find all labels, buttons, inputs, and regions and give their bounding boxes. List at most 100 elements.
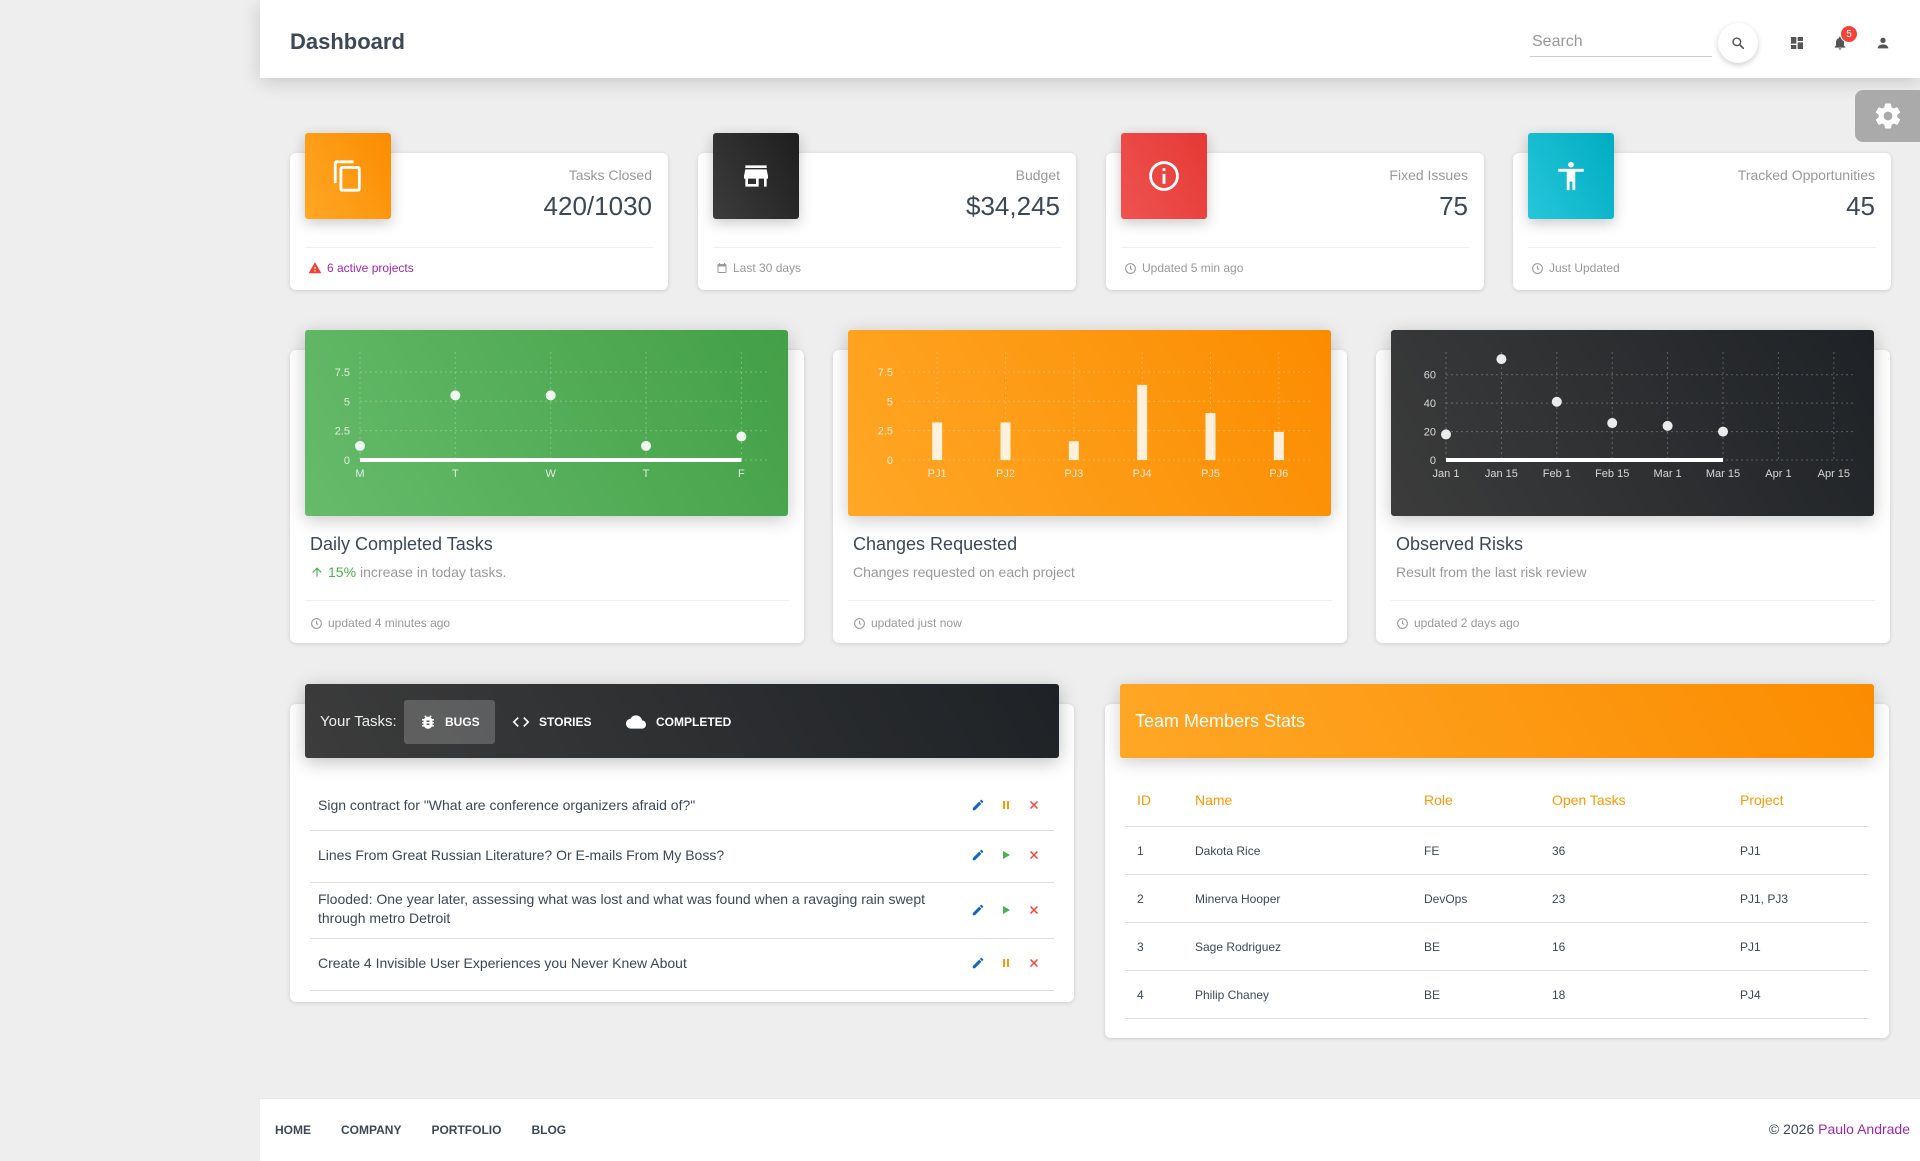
x-tick-label: PJ5 (1201, 468, 1220, 480)
divider (305, 600, 789, 601)
chart-footer: updated 2 days ago (1396, 616, 1519, 630)
stat-icon-box (713, 133, 799, 219)
dashboard-button[interactable] (1787, 33, 1807, 53)
y-tick-label: 7.5 (335, 367, 350, 379)
tab-bugs[interactable]: BUGS (404, 700, 495, 744)
close-icon (1029, 958, 1039, 968)
cell-role: BE (1412, 970, 1540, 1019)
footer-link-home[interactable]: HOME (275, 1123, 311, 1137)
search-input[interactable] (1530, 28, 1716, 56)
edit-button[interactable] (970, 902, 986, 918)
task-row: Flooded: One year later, assessing what … (310, 882, 1054, 939)
author-link[interactable]: Paulo Andrade (1818, 1121, 1910, 1137)
chart-footer: updated just now (853, 616, 962, 630)
stat-label: Budget (1015, 167, 1060, 183)
chart-category-text: increase in today tasks. (360, 564, 507, 580)
stat-icon-box (1528, 133, 1614, 219)
chart-footer: updated 4 minutes ago (310, 616, 450, 630)
play-button[interactable] (998, 847, 1014, 863)
clock-icon (311, 617, 322, 629)
table-header-row: ID Name Role Open Tasks Project (1125, 774, 1869, 827)
profile-button[interactable] (1873, 33, 1893, 53)
settings-button[interactable] (1855, 90, 1920, 142)
gear-icon (1875, 103, 1900, 129)
x-tick-label: T (643, 468, 650, 480)
remove-button[interactable] (1026, 797, 1042, 813)
cell-name: Sage Rodriguez (1183, 922, 1412, 971)
page-title: Dashboard (290, 29, 405, 54)
edit-icon (972, 957, 984, 969)
edit-button[interactable] (970, 797, 986, 813)
x-tick-label: F (738, 468, 745, 480)
play-button[interactable] (998, 902, 1014, 918)
cell-project: PJ1 (1728, 922, 1869, 971)
edit-button[interactable] (970, 955, 986, 971)
pause-icon (1003, 959, 1009, 967)
task-text: Sign contract for "What are conference o… (318, 797, 696, 813)
y-tick-label: 40 (1424, 398, 1436, 410)
content-copy-icon (333, 160, 361, 192)
data-point (450, 390, 461, 401)
remove-button[interactable] (1026, 847, 1042, 863)
stat-footer-text: Updated 5 min ago (1142, 261, 1244, 275)
divider (1391, 600, 1875, 601)
x-tick-label: PJ3 (1064, 468, 1083, 480)
table-row: 3 Sage Rodriguez BE 16 PJ1 (1125, 922, 1869, 971)
task-text: Create 4 Invisible User Experiences you … (318, 955, 687, 971)
chart-title: Observed Risks (1396, 534, 1524, 554)
cell-open-tasks: 23 (1540, 874, 1728, 923)
changes-requested-chart: 0 2.5 5 7.5 PJ1 PJ2 PJ3 PJ4 PJ5 PJ6 (878, 352, 1313, 480)
x-tick-label: W (546, 468, 557, 480)
footer-link-portfolio[interactable]: PORTFOLIO (431, 1123, 502, 1137)
tab-completed[interactable]: COMPLETED (609, 700, 746, 744)
edit-button[interactable] (970, 847, 986, 863)
copyright-text: © 2026 (1768, 1121, 1815, 1137)
pause-button[interactable] (998, 797, 1014, 813)
x-tick-label: PJ4 (1133, 468, 1152, 480)
active-projects-link[interactable]: 6 active projects (327, 261, 414, 275)
stat-footer: Last 30 days (716, 261, 801, 275)
team-stats-card: Team Members Stats ID Name Role Open Tas… (1105, 684, 1889, 1038)
column-header: ID (1125, 774, 1183, 827)
divider (1121, 247, 1469, 248)
cell-project: PJ4 (1728, 970, 1869, 1019)
daily-tasks-chart: 0 2.5 5 7.5 M T W T F (335, 352, 770, 480)
pause-icon (1003, 801, 1009, 809)
cell-name: Philip Chaney (1183, 970, 1412, 1019)
tab-stories[interactable]: STORIES (496, 700, 606, 744)
play-icon (1003, 851, 1010, 859)
chart-footer-text: updated 4 minutes ago (328, 616, 451, 630)
pause-button[interactable] (998, 955, 1014, 971)
search-button[interactable] (1718, 23, 1758, 63)
stat-icon-box (1121, 133, 1207, 219)
data-point (355, 440, 365, 451)
footer-link-blog[interactable]: BLOG (531, 1123, 567, 1137)
stat-icon-box (305, 133, 391, 219)
footer-nav: HOME COMPANY PORTFOLIO BLOG (275, 1123, 566, 1137)
footer-link-company[interactable]: COMPANY (341, 1123, 402, 1137)
stat-footer: Just Updated (1531, 261, 1620, 275)
y-tick-label: 0 (344, 455, 350, 467)
close-icon (1029, 850, 1039, 860)
chart-header: 0 2.5 5 7.5 M T W T F (305, 330, 788, 516)
table-row: 2 Minerva Hooper DevOps 23 PJ1, PJ3 (1125, 874, 1869, 923)
x-tick-label: PJ2 (996, 468, 1015, 480)
stat-label: Tasks Closed (568, 167, 652, 183)
dashboard-icon (1791, 37, 1803, 49)
close-icon (1029, 800, 1039, 810)
remove-button[interactable] (1026, 902, 1042, 918)
code-icon (512, 717, 530, 727)
cell-role: DevOps (1412, 874, 1540, 923)
stat-card-fixed-issues: Fixed Issues 75 Updated 5 min ago (1106, 133, 1484, 290)
notifications-button[interactable]: 5 (1830, 25, 1858, 53)
x-tick-label: Mar 1 (1654, 468, 1682, 480)
remove-button[interactable] (1026, 955, 1042, 971)
bar (932, 422, 943, 460)
data-point (641, 440, 652, 451)
cell-open-tasks: 18 (1540, 970, 1728, 1019)
cell-name: Minerva Hooper (1183, 874, 1412, 923)
edit-icon (972, 849, 984, 861)
cell-id: 1 (1125, 826, 1183, 875)
stat-value: 45 (1846, 191, 1875, 221)
play-icon (1003, 906, 1010, 914)
